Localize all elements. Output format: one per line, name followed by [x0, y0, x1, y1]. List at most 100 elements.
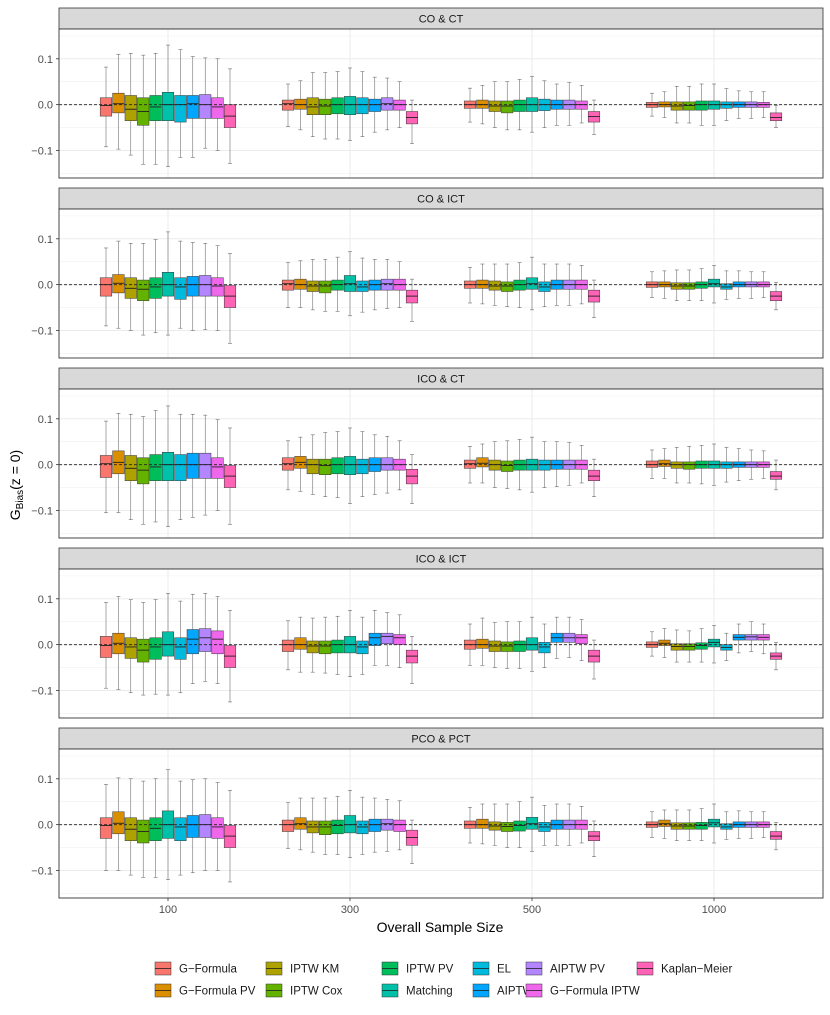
- box-kaplan-meier: [405, 454, 419, 504]
- box-aiptw: [186, 413, 199, 518]
- box-body: [223, 285, 237, 308]
- legend-item: IPTW PV: [381, 961, 454, 976]
- box-body: [112, 811, 125, 835]
- box-body: [463, 459, 477, 469]
- box-body: [343, 815, 357, 834]
- box-iptw-km: [488, 622, 501, 668]
- box-iptw-cox: [501, 263, 514, 307]
- panel-border: [58, 748, 824, 899]
- box-iptw-km: [488, 803, 501, 846]
- box-iptw-cox: [501, 621, 514, 669]
- box-matching: [707, 265, 721, 304]
- box-kaplan-meier: [769, 459, 783, 491]
- box-g-formula-iptw: [211, 782, 224, 871]
- box-body: [124, 637, 137, 659]
- box-matching: [707, 803, 721, 844]
- legend-label: G−Formula PV: [179, 986, 256, 998]
- box-iptw-km: [124, 413, 137, 520]
- box-g-formula-pv: [658, 448, 671, 479]
- legend-item: G−Formula PV: [154, 983, 256, 998]
- box-body: [174, 277, 187, 300]
- box-body: [199, 275, 212, 297]
- box-body: [720, 283, 733, 290]
- box-g-formula-iptw: [211, 596, 224, 684]
- box-body: [331, 279, 344, 291]
- box-body: [501, 460, 514, 472]
- box-body: [99, 97, 113, 117]
- box-g-formula: [281, 262, 295, 308]
- box-body: [658, 639, 671, 646]
- box-iptw-cox: [137, 416, 150, 525]
- box-body: [707, 100, 721, 110]
- box-g-formula-iptw: [211, 245, 224, 331]
- box-iptw-cox: [319, 72, 332, 140]
- box-iptw-pv: [149, 599, 162, 695]
- box-aiptw-pv: [381, 77, 394, 131]
- box-kaplan-meier: [223, 253, 237, 344]
- box-g-formula-iptw: [757, 271, 770, 298]
- box-body: [405, 289, 419, 304]
- box-aiptw-pv: [199, 593, 212, 682]
- box-body: [538, 459, 551, 471]
- box-iptw-km: [306, 72, 319, 137]
- legend-label: G−Formula IPTW: [550, 986, 640, 998]
- box-kaplan-meier: [405, 636, 419, 684]
- box-body: [575, 100, 588, 110]
- box-body: [186, 815, 199, 838]
- box-body: [281, 819, 295, 832]
- box-matching: [343, 251, 357, 317]
- box-g-formula-pv: [294, 436, 307, 492]
- box-body: [513, 820, 526, 832]
- box-body: [223, 825, 237, 848]
- box-body: [405, 649, 419, 664]
- box-body: [393, 634, 406, 645]
- box-body: [161, 92, 175, 121]
- box-body: [356, 820, 369, 835]
- box-iptw-km: [306, 259, 319, 311]
- y-tick-label: −0.1: [31, 685, 53, 697]
- box-body: [695, 100, 708, 111]
- legend-label: IPTW KM: [290, 964, 339, 976]
- box-aiptw: [186, 242, 199, 331]
- box-body: [294, 98, 307, 110]
- box-kaplan-meier: [223, 427, 237, 525]
- box-body: [658, 819, 671, 827]
- box-body: [281, 279, 295, 291]
- legend-label: Matching: [406, 986, 453, 998]
- box-iptw-cox: [501, 440, 514, 489]
- box-iptw-pv: [513, 801, 526, 848]
- box-body: [199, 814, 212, 838]
- box-body: [331, 819, 344, 835]
- box-body: [501, 100, 514, 114]
- box-body: [513, 640, 526, 652]
- box-kaplan-meier: [405, 99, 419, 144]
- box-body: [319, 640, 332, 655]
- box-g-formula-pv: [476, 443, 489, 484]
- box-iptw-km: [124, 599, 137, 694]
- facet-strip-label: ICO & CT: [417, 374, 465, 386]
- box-iptw-km: [124, 53, 137, 156]
- legend-label: AIPTW PV: [550, 964, 605, 976]
- legend-item: EL: [472, 961, 512, 976]
- box-body: [186, 276, 199, 297]
- box-iptw-pv: [331, 795, 344, 855]
- box-el: [174, 240, 187, 329]
- facet-panel: CO & CT 0.1 0.0 −0.1: [31, 7, 824, 179]
- box-body: [501, 641, 514, 652]
- box-body: [368, 632, 381, 646]
- facet-strip-label: PCO & PCT: [411, 734, 471, 746]
- box-body: [331, 457, 344, 475]
- box-body: [720, 461, 733, 469]
- box-body: [769, 831, 783, 840]
- box-body: [174, 817, 187, 841]
- box-iptw-cox: [319, 797, 332, 855]
- box-body: [343, 456, 357, 475]
- box-body: [174, 95, 187, 123]
- box-body: [393, 99, 406, 111]
- legend-item: IPTW KM: [265, 961, 339, 976]
- box-body: [99, 277, 113, 297]
- box-body: [186, 452, 199, 479]
- box-matching: [525, 796, 539, 852]
- box-body: [186, 95, 199, 119]
